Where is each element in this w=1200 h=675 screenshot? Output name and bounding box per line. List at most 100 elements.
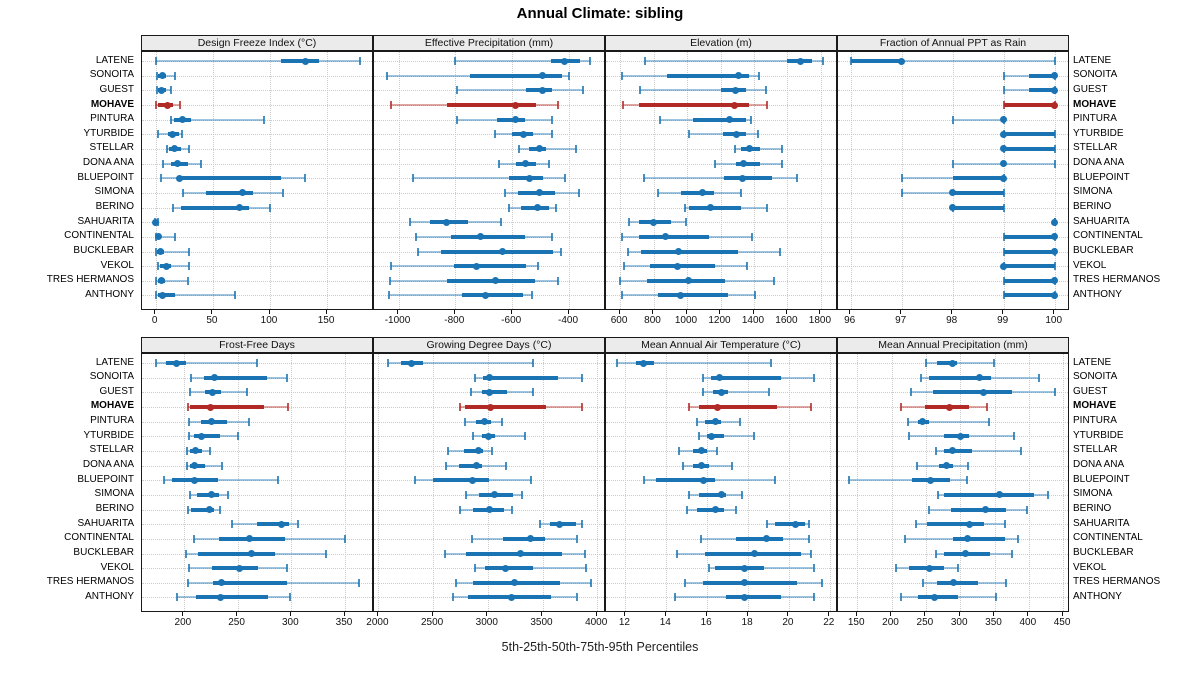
whisker-line <box>925 362 994 364</box>
whisker-cap <box>344 534 346 543</box>
iqr-bar <box>195 595 268 600</box>
whisker-cap <box>231 520 234 529</box>
gridline-vertical <box>1063 354 1065 611</box>
whisker-cap <box>417 247 420 256</box>
median-dot <box>163 101 171 109</box>
median-dot <box>1000 160 1008 167</box>
median-dot <box>791 520 799 528</box>
median-dot <box>715 374 723 382</box>
axis-tick-label: 0 <box>151 315 158 326</box>
whisker-line <box>849 479 968 482</box>
whisker-cap <box>966 476 968 485</box>
iqr-bar <box>197 551 276 556</box>
site-label-left: SAHUARITA <box>77 517 135 529</box>
site-label-right: BERINO <box>1073 201 1112 212</box>
whisker-cap <box>681 461 684 470</box>
median-dot <box>209 388 217 396</box>
iqr-bar <box>465 405 546 409</box>
axis-tick-label: -400 <box>557 315 578 326</box>
site-label-right: SIMONA <box>1073 186 1113 198</box>
whisker-cap <box>795 174 798 183</box>
axis-tick <box>1061 612 1063 616</box>
axis-tick <box>787 612 789 616</box>
median-dot <box>538 72 546 80</box>
whisker-cap <box>628 218 631 227</box>
axis-tick <box>951 310 953 314</box>
axis-tick-label: 16 <box>700 617 712 628</box>
median-dot <box>1051 86 1059 94</box>
whisker-line <box>170 118 265 121</box>
iqr-bar <box>850 59 902 63</box>
whisker-cap <box>620 232 623 241</box>
whisker-line <box>412 177 565 180</box>
iqr-bar <box>502 536 546 541</box>
gridline-horizontal <box>606 538 836 540</box>
whisker-cap <box>988 417 990 426</box>
axis-tick <box>567 310 569 314</box>
panel <box>837 51 1069 310</box>
whisker-cap <box>277 476 280 485</box>
axis-tick-label: 250 <box>228 617 245 628</box>
whisker-line <box>908 420 989 423</box>
median-dot <box>949 204 957 211</box>
median-dot <box>1000 174 1008 182</box>
median-dot <box>535 189 543 197</box>
median-dot <box>1051 291 1059 299</box>
whisker-cap <box>749 115 752 124</box>
axis-tick-label: 50 <box>206 315 218 326</box>
whisker-cap <box>474 564 477 573</box>
median-dot <box>239 189 247 197</box>
axis-tick <box>623 612 625 616</box>
gridline-horizontal <box>142 480 372 482</box>
axis-tick <box>211 310 213 314</box>
site-label-right: GUEST <box>1073 385 1108 397</box>
whisker-cap <box>616 359 619 367</box>
site-label-left: LATENE <box>95 54 134 66</box>
whisker-cap <box>683 578 686 587</box>
whisker-cap <box>556 276 559 285</box>
whisker-cap <box>580 373 583 382</box>
axis-tick-label: 20 <box>782 617 794 628</box>
whisker-cap <box>157 262 159 271</box>
site-label-right: DONA ANA <box>1073 459 1125 471</box>
site-label-right: BLUEPOINT <box>1073 473 1130 485</box>
median-dot <box>472 462 480 469</box>
whisker-cap <box>508 203 511 212</box>
chart-title: Annual Climate: sibling <box>516 5 684 22</box>
gridline-vertical <box>327 52 329 309</box>
axis-tick <box>855 612 857 616</box>
median-dot <box>159 72 167 80</box>
median-dot <box>718 491 725 499</box>
iqr-bar <box>936 361 958 365</box>
iqr-bar <box>446 103 537 107</box>
gridline-horizontal <box>374 363 604 364</box>
whisker-cap <box>501 417 503 426</box>
whisker-cap <box>659 115 662 124</box>
whisker-line <box>155 235 176 238</box>
axis-tick <box>618 310 620 314</box>
gridline-horizontal <box>142 119 372 121</box>
site-label-right: YTURBIDE <box>1073 127 1124 139</box>
axis-tick-label: 150 <box>847 617 865 628</box>
axis-tick <box>376 612 378 616</box>
whisker-cap <box>702 373 705 382</box>
whisker-cap <box>936 490 939 499</box>
axis-tick-label: 1800 <box>808 315 832 326</box>
median-dot <box>1000 130 1008 138</box>
whisker-cap <box>161 159 164 168</box>
gridline-vertical <box>398 52 400 309</box>
median-dot <box>278 520 286 528</box>
whisker-cap <box>1053 262 1056 271</box>
whisker-cap <box>548 159 551 168</box>
whisker-cap <box>220 461 223 470</box>
panel-title: Mean Annual Precipitation (mm) <box>837 337 1069 353</box>
median-dot <box>206 506 214 513</box>
site-label-left: LATENE <box>95 356 134 368</box>
gridline-horizontal <box>142 392 372 394</box>
iqr-bar <box>926 522 984 527</box>
gridline-horizontal <box>374 119 604 121</box>
gridline-horizontal <box>374 163 604 165</box>
whisker-cap <box>504 188 507 197</box>
whisker-cap <box>524 432 526 441</box>
median-dot <box>191 476 199 484</box>
